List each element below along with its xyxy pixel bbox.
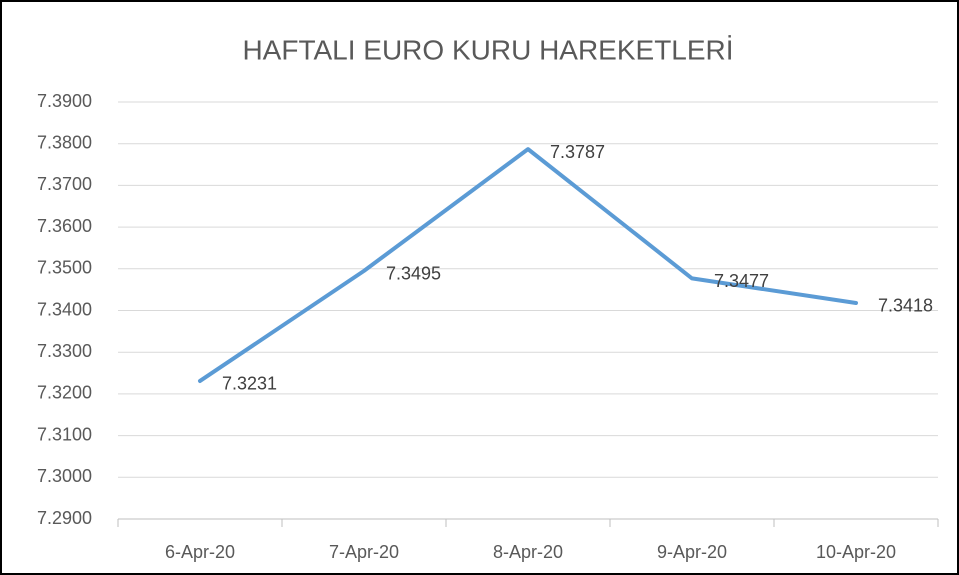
- data-label: 7.3495: [386, 264, 441, 284]
- x-tick-label: 6-Apr-20: [165, 542, 235, 562]
- line: [198, 147, 858, 383]
- data-label: 7.3231: [222, 374, 277, 394]
- y-tick-label: 7.3400: [37, 299, 92, 319]
- y-tick-label: 7.2900: [37, 508, 92, 528]
- y-tick-label: 7.3100: [37, 424, 92, 444]
- data-label: 7.3477: [714, 271, 769, 291]
- y-tick-label: 7.3500: [37, 258, 92, 278]
- y-tick-label: 7.3700: [37, 174, 92, 194]
- chart-title: HAFTALI EURO KURU HAREKETLERİ: [242, 34, 733, 65]
- y-tick-label: 7.3600: [37, 216, 92, 236]
- y-tick-label: 7.3900: [37, 91, 92, 111]
- x-tick-label: 9-Apr-20: [657, 542, 727, 562]
- data-label: 7.3418: [878, 296, 933, 316]
- x-tick-label: 10-Apr-20: [816, 542, 896, 562]
- y-tick-label: 7.3000: [37, 466, 92, 486]
- x-tick-label: 8-Apr-20: [493, 542, 563, 562]
- y-tick-label: 7.3200: [37, 383, 92, 403]
- x-tick-label: 7-Apr-20: [329, 542, 399, 562]
- data-label: 7.3787: [550, 142, 605, 162]
- y-tick-label: 7.3800: [37, 132, 92, 152]
- y-tick-label: 7.3300: [37, 341, 92, 361]
